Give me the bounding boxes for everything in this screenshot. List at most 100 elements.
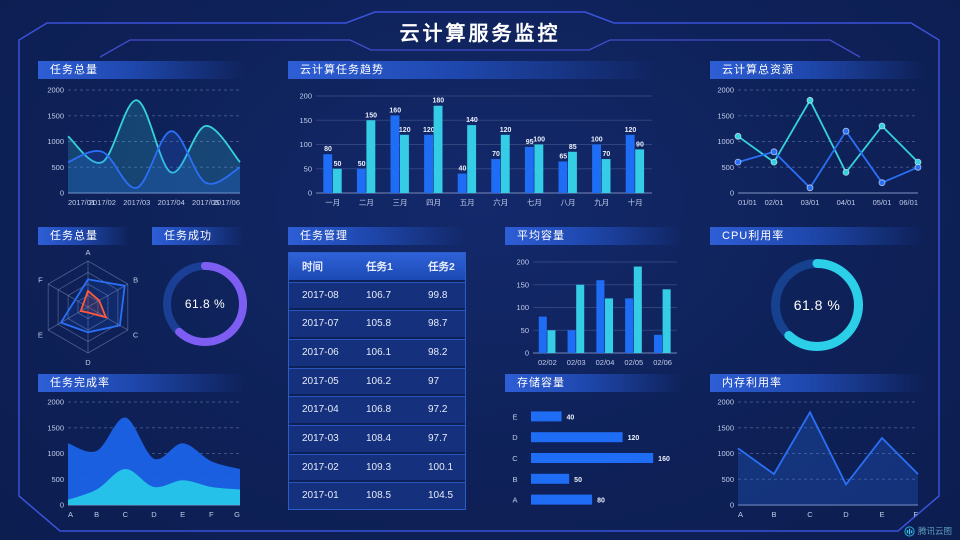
svg-text:E: E <box>879 510 884 519</box>
svg-text:五月: 五月 <box>460 198 475 207</box>
svg-text:0: 0 <box>60 189 64 198</box>
svg-text:2017/01: 2017/01 <box>68 198 95 207</box>
panel-header-avg-capacity: 平均容量 <box>505 227 682 245</box>
svg-text:100: 100 <box>533 137 545 144</box>
svg-text:E: E <box>180 510 185 519</box>
svg-text:120: 120 <box>399 127 411 134</box>
svg-text:50: 50 <box>574 477 582 484</box>
table-row: 2017-01 108.5 104.5 <box>289 480 465 510</box>
svg-text:1000: 1000 <box>717 137 734 146</box>
svg-text:40: 40 <box>459 166 467 173</box>
svg-text:70: 70 <box>602 151 610 158</box>
svg-text:0: 0 <box>730 189 734 198</box>
chart-task-completion-area: 0 500 1000 1500 2000 A B C D E F G <box>38 394 250 520</box>
task-success-gauge-value: 61.8 % <box>184 297 226 311</box>
svg-text:B: B <box>94 510 99 519</box>
svg-text:65: 65 <box>559 153 567 160</box>
svg-text:F: F <box>209 510 214 519</box>
svg-text:0: 0 <box>60 501 64 510</box>
svg-text:三月: 三月 <box>393 198 408 207</box>
svg-text:七月: 七月 <box>527 198 542 207</box>
svg-text:1000: 1000 <box>47 449 64 458</box>
svg-text:100: 100 <box>591 137 603 144</box>
svg-text:150: 150 <box>299 116 312 125</box>
svg-text:500: 500 <box>721 475 734 484</box>
svg-text:二月: 二月 <box>359 198 374 207</box>
chart-cloud-total-resource: 0 500 1000 1500 2000 01/01 02/01 03/01 04/01 05/0… <box>708 82 928 208</box>
svg-text:02/03: 02/03 <box>567 358 586 367</box>
svg-text:C: C <box>512 454 518 463</box>
svg-text:A: A <box>738 510 743 519</box>
svg-text:九月: 九月 <box>594 198 609 207</box>
watermark-text: 腾讯云图 <box>917 526 952 536</box>
svg-text:200: 200 <box>299 92 312 101</box>
svg-text:B: B <box>771 510 776 519</box>
table-row: 2017-08 106.7 99.8 <box>289 279 465 309</box>
chart-avg-capacity: 0 50 100 150 200 02/02 02/03 02/04 02/05 02/06 <box>505 248 685 368</box>
svg-text:50: 50 <box>358 161 366 168</box>
svg-text:90: 90 <box>636 141 644 148</box>
svg-text:06/01: 06/01 <box>899 198 918 207</box>
svg-text:50: 50 <box>304 164 312 173</box>
svg-text:0: 0 <box>525 349 529 358</box>
panel-header-storage-capacity: 存储容量 <box>505 374 682 392</box>
chart-task-success-gauge <box>157 250 253 358</box>
svg-text:2017/03: 2017/03 <box>123 198 150 207</box>
svg-text:2017/02: 2017/02 <box>89 198 116 207</box>
svg-text:1500: 1500 <box>717 423 734 432</box>
svg-text:02/02: 02/02 <box>538 358 557 367</box>
svg-text:40: 40 <box>567 414 575 421</box>
task-management-table: 时间 任务1 任务2 2017-08 106.7 99.8 2017-07 105.8 98.7… <box>288 252 466 510</box>
svg-text:04/01: 04/01 <box>837 198 856 207</box>
svg-text:70: 70 <box>492 151 500 158</box>
table-row: 2017-07 105.8 98.7 <box>289 308 465 338</box>
chart-tasks-total-line: 0 500 1000 1500 2000 2017/01 2017/02 2017/03 201… <box>38 82 250 208</box>
svg-text:2017/06: 2017/06 <box>213 198 240 207</box>
panel-header-task-completion: 任务完成率 <box>38 374 245 392</box>
svg-text:C: C <box>133 331 139 340</box>
svg-text:D: D <box>843 510 849 519</box>
svg-text:02/01: 02/01 <box>765 198 784 207</box>
table-header-row: 时间 任务1 任务2 <box>289 253 465 280</box>
svg-text:150: 150 <box>365 112 377 119</box>
svg-text:A: A <box>85 248 90 257</box>
panel-header-task-table: 任务管理 <box>288 227 465 245</box>
page-title: 云计算服务监控 <box>399 23 561 45</box>
watermark: 腾讯云图 <box>904 525 952 537</box>
svg-text:2000: 2000 <box>717 86 734 95</box>
svg-text:95: 95 <box>526 139 534 146</box>
panel-header-cloud-total-resource: 云计算总资源 <box>710 61 925 79</box>
svg-text:0: 0 <box>308 189 312 198</box>
svg-text:02/06: 02/06 <box>653 358 672 367</box>
svg-text:500: 500 <box>51 475 64 484</box>
svg-text:C: C <box>807 510 813 519</box>
chart-cloud-task-trend: 0 50 100 150 200 一月 80 50 二月 50 150 三月 160 120 四月 120 18… <box>288 82 660 208</box>
svg-text:80: 80 <box>324 146 332 153</box>
svg-text:01/01: 01/01 <box>738 198 757 207</box>
svg-text:140: 140 <box>466 117 478 124</box>
svg-text:0: 0 <box>730 501 734 510</box>
svg-text:F: F <box>913 510 918 519</box>
svg-text:500: 500 <box>51 163 64 172</box>
chart-storage-capacity: E 40 D 120 C 160 B 50 A 80 <box>505 396 685 518</box>
svg-text:六月: 六月 <box>493 197 508 207</box>
table-row: 2017-04 106.8 97.2 <box>289 394 465 424</box>
svg-text:80: 80 <box>597 498 605 505</box>
panel-header-tasks-total-line: 任务总量 <box>38 61 245 79</box>
svg-text:D: D <box>151 510 157 519</box>
svg-text:2017/05: 2017/05 <box>192 198 219 207</box>
svg-text:A: A <box>68 510 73 519</box>
svg-text:2000: 2000 <box>47 398 64 407</box>
svg-text:120: 120 <box>423 127 435 134</box>
svg-text:B: B <box>133 276 138 285</box>
svg-text:八月: 八月 <box>561 198 576 207</box>
svg-text:A: A <box>512 496 517 505</box>
svg-text:十月: 十月 <box>628 197 643 207</box>
panel-header-task-success: 任务成功 <box>152 227 244 245</box>
chart-tasks-radar: A B C D E F <box>28 246 148 368</box>
panel-header-cloud-task-trend: 云计算任务趋势 <box>288 61 658 79</box>
watermark-logo-icon <box>904 525 915 537</box>
panel-header-memory-usage: 内存利用率 <box>710 374 925 392</box>
svg-text:1000: 1000 <box>717 449 734 458</box>
